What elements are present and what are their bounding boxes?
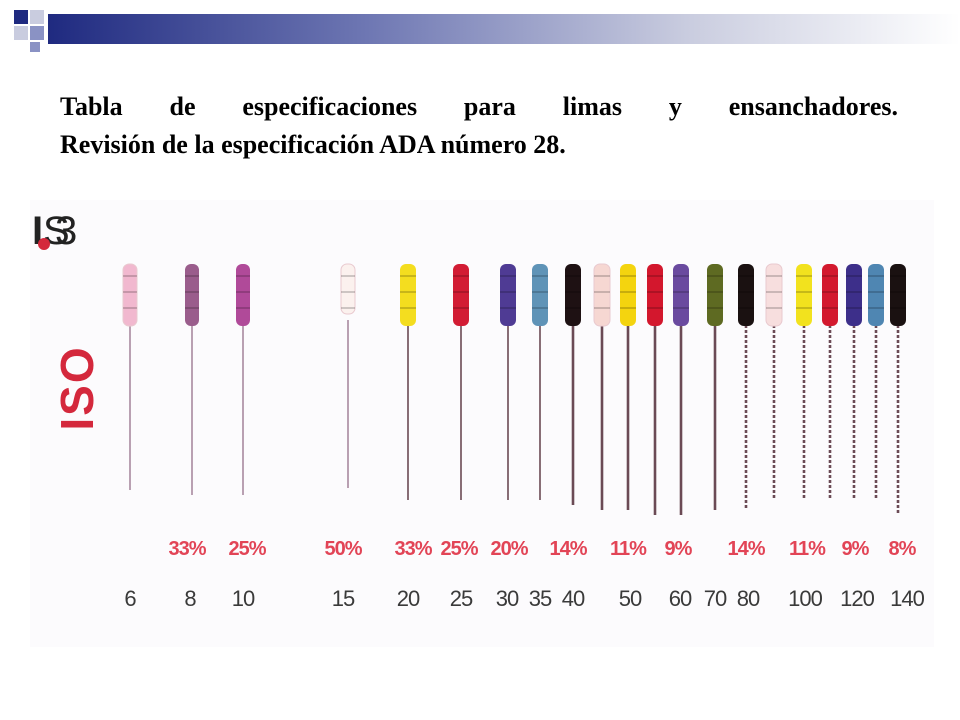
header-square-light: [14, 26, 28, 40]
endodontic-file: [890, 264, 906, 515]
endodontic-file: [565, 264, 581, 505]
taper-percentage: 11%: [610, 538, 647, 560]
slide-title: Tabla de especificaciones para limas y e…: [60, 88, 898, 164]
header-gradient-bar: [48, 14, 960, 44]
file-handle: [532, 264, 548, 326]
file-handle: [400, 264, 416, 326]
endodontic-file: [673, 264, 689, 515]
file-handle: [868, 264, 884, 326]
file-handle: [500, 264, 516, 326]
file-handle: [673, 264, 689, 326]
file-handle: [620, 264, 636, 326]
endodontic-file: [532, 264, 548, 500]
endodontic-file: [340, 263, 356, 488]
file-handle: [565, 264, 581, 326]
iso-size-number: 70: [703, 586, 728, 611]
endodontic-file: [796, 264, 812, 500]
taper-percentage: 8%: [888, 538, 917, 560]
endodontic-file: [122, 263, 138, 490]
taper-percentage: 14%: [549, 538, 587, 560]
instruments-illustration: [122, 263, 906, 515]
iso-size-number: 40: [561, 586, 586, 611]
taper-percentage: 14%: [727, 538, 765, 560]
header-decoration: [0, 0, 960, 60]
file-handle: [738, 264, 754, 326]
iso-size-number: 20: [396, 586, 421, 611]
taper-percentage: 9%: [664, 538, 693, 560]
slide-title-line-1: Tabla de especificaciones para limas y e…: [60, 92, 898, 121]
file-handle: [707, 264, 723, 326]
taper-percentage: 20%: [490, 538, 528, 560]
iso-size-number: 8: [184, 586, 196, 611]
svg-text:3: 3: [55, 209, 77, 253]
file-handle: [453, 264, 469, 326]
iso-size-number: 80: [736, 586, 761, 611]
endodontic-file: [846, 264, 862, 500]
iso-vertical-label: ISO: [51, 345, 103, 431]
taper-percentage: 33%: [394, 538, 432, 560]
taper-percentage: 9%: [841, 538, 870, 560]
file-handle: [340, 263, 356, 315]
file-handle: [236, 264, 250, 326]
file-handle: [647, 264, 663, 326]
header-square-light: [30, 10, 44, 24]
endodontic-file: [822, 264, 838, 500]
file-handle: [593, 263, 611, 327]
header-square-dark: [14, 10, 28, 24]
endodontic-file: [400, 264, 416, 500]
endodontic-file: [765, 263, 783, 500]
file-handle: [890, 264, 906, 326]
taper-percentage: 50%: [324, 538, 362, 560]
iso-size-number: 60: [668, 586, 693, 611]
taper-percentage: 25%: [228, 538, 266, 560]
iso-file-figure: ISO I S 3 33% 25% 50% 33% 25% 20% 14% 11% 9% 14% 1…: [30, 200, 934, 647]
iso-size-number: 100: [788, 586, 823, 611]
iso-size-number: 10: [231, 586, 256, 611]
header-square-mid: [30, 26, 44, 40]
endodontic-file: [593, 263, 611, 510]
endodontic-file: [453, 264, 469, 500]
endodontic-file: [868, 264, 884, 500]
taper-percentage: 33%: [168, 538, 206, 560]
iso-size-number: 50: [618, 586, 643, 611]
taper-percentage: 25%: [440, 538, 478, 560]
file-handle: [822, 264, 838, 326]
file-handle: [122, 263, 138, 327]
file-handle: [185, 264, 199, 326]
endodontic-file: [500, 264, 516, 500]
taper-percentage: 11%: [789, 538, 826, 560]
endodontic-file: [738, 264, 754, 510]
file-handle: [765, 263, 783, 327]
slide-title-line-2: Revisión de la especificación ADA número…: [60, 130, 566, 159]
endodontic-file: [620, 264, 636, 510]
iso-size-number: 6: [124, 586, 136, 611]
file-handle: [846, 264, 862, 326]
svg-text:I: I: [32, 209, 43, 253]
iso-size-number: 25: [449, 586, 474, 611]
endodontic-file: [236, 264, 250, 495]
header-square-mid: [30, 42, 40, 52]
iso-size-number: 35: [528, 586, 553, 611]
iso-logo-icon: I S 3: [32, 209, 77, 253]
endodontic-file: [707, 264, 723, 510]
iso-size-number: 30: [495, 586, 520, 611]
file-handle: [796, 264, 812, 326]
endodontic-file: [185, 264, 199, 495]
iso-size-number: 15: [331, 586, 356, 611]
iso-size-number: 120: [840, 586, 875, 611]
endodontic-file: [647, 264, 663, 515]
iso-size-number: 140: [890, 586, 925, 611]
